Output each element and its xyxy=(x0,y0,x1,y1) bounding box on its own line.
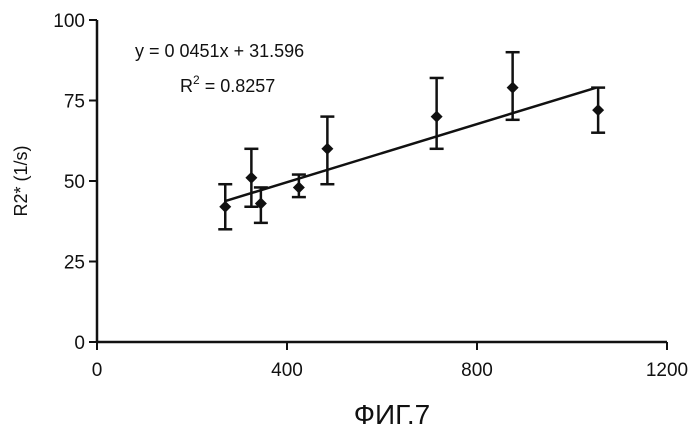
trend-line xyxy=(225,88,596,201)
x-axis-ticks: 0 400 800 1200 xyxy=(92,342,688,381)
r2-value: = 0.8257 xyxy=(200,76,276,96)
r2-prefix: R xyxy=(180,76,193,96)
y-axis-ticks: 0 25 50 75 100 xyxy=(53,11,97,354)
trend-equation: y = 0 0451x + 31.596 xyxy=(135,41,304,61)
y-axis-label: R2* (1/s) xyxy=(11,145,31,216)
x-tick-label: 800 xyxy=(461,360,493,381)
figure-caption: ФИГ.7 xyxy=(354,399,431,430)
data-point xyxy=(431,111,443,123)
x-tick-label: 400 xyxy=(271,360,303,381)
error-bars xyxy=(218,52,605,229)
x-tick-label: 1200 xyxy=(646,360,688,381)
data-point xyxy=(219,201,231,213)
trend-r-squared: R2 = 0.8257 xyxy=(180,73,275,96)
y-tick-label: 0 xyxy=(74,333,85,354)
y-tick-label: 75 xyxy=(64,92,85,113)
data-point xyxy=(245,172,257,184)
data-point xyxy=(293,181,305,193)
y-tick-label: 50 xyxy=(64,172,85,193)
data-point xyxy=(592,104,604,116)
data-point xyxy=(507,82,519,94)
y-tick-label: 25 xyxy=(64,253,85,274)
data-markers xyxy=(219,82,604,213)
data-point xyxy=(321,143,333,155)
x-tick-label: 0 xyxy=(92,360,103,381)
y-tick-label: 100 xyxy=(53,11,85,32)
